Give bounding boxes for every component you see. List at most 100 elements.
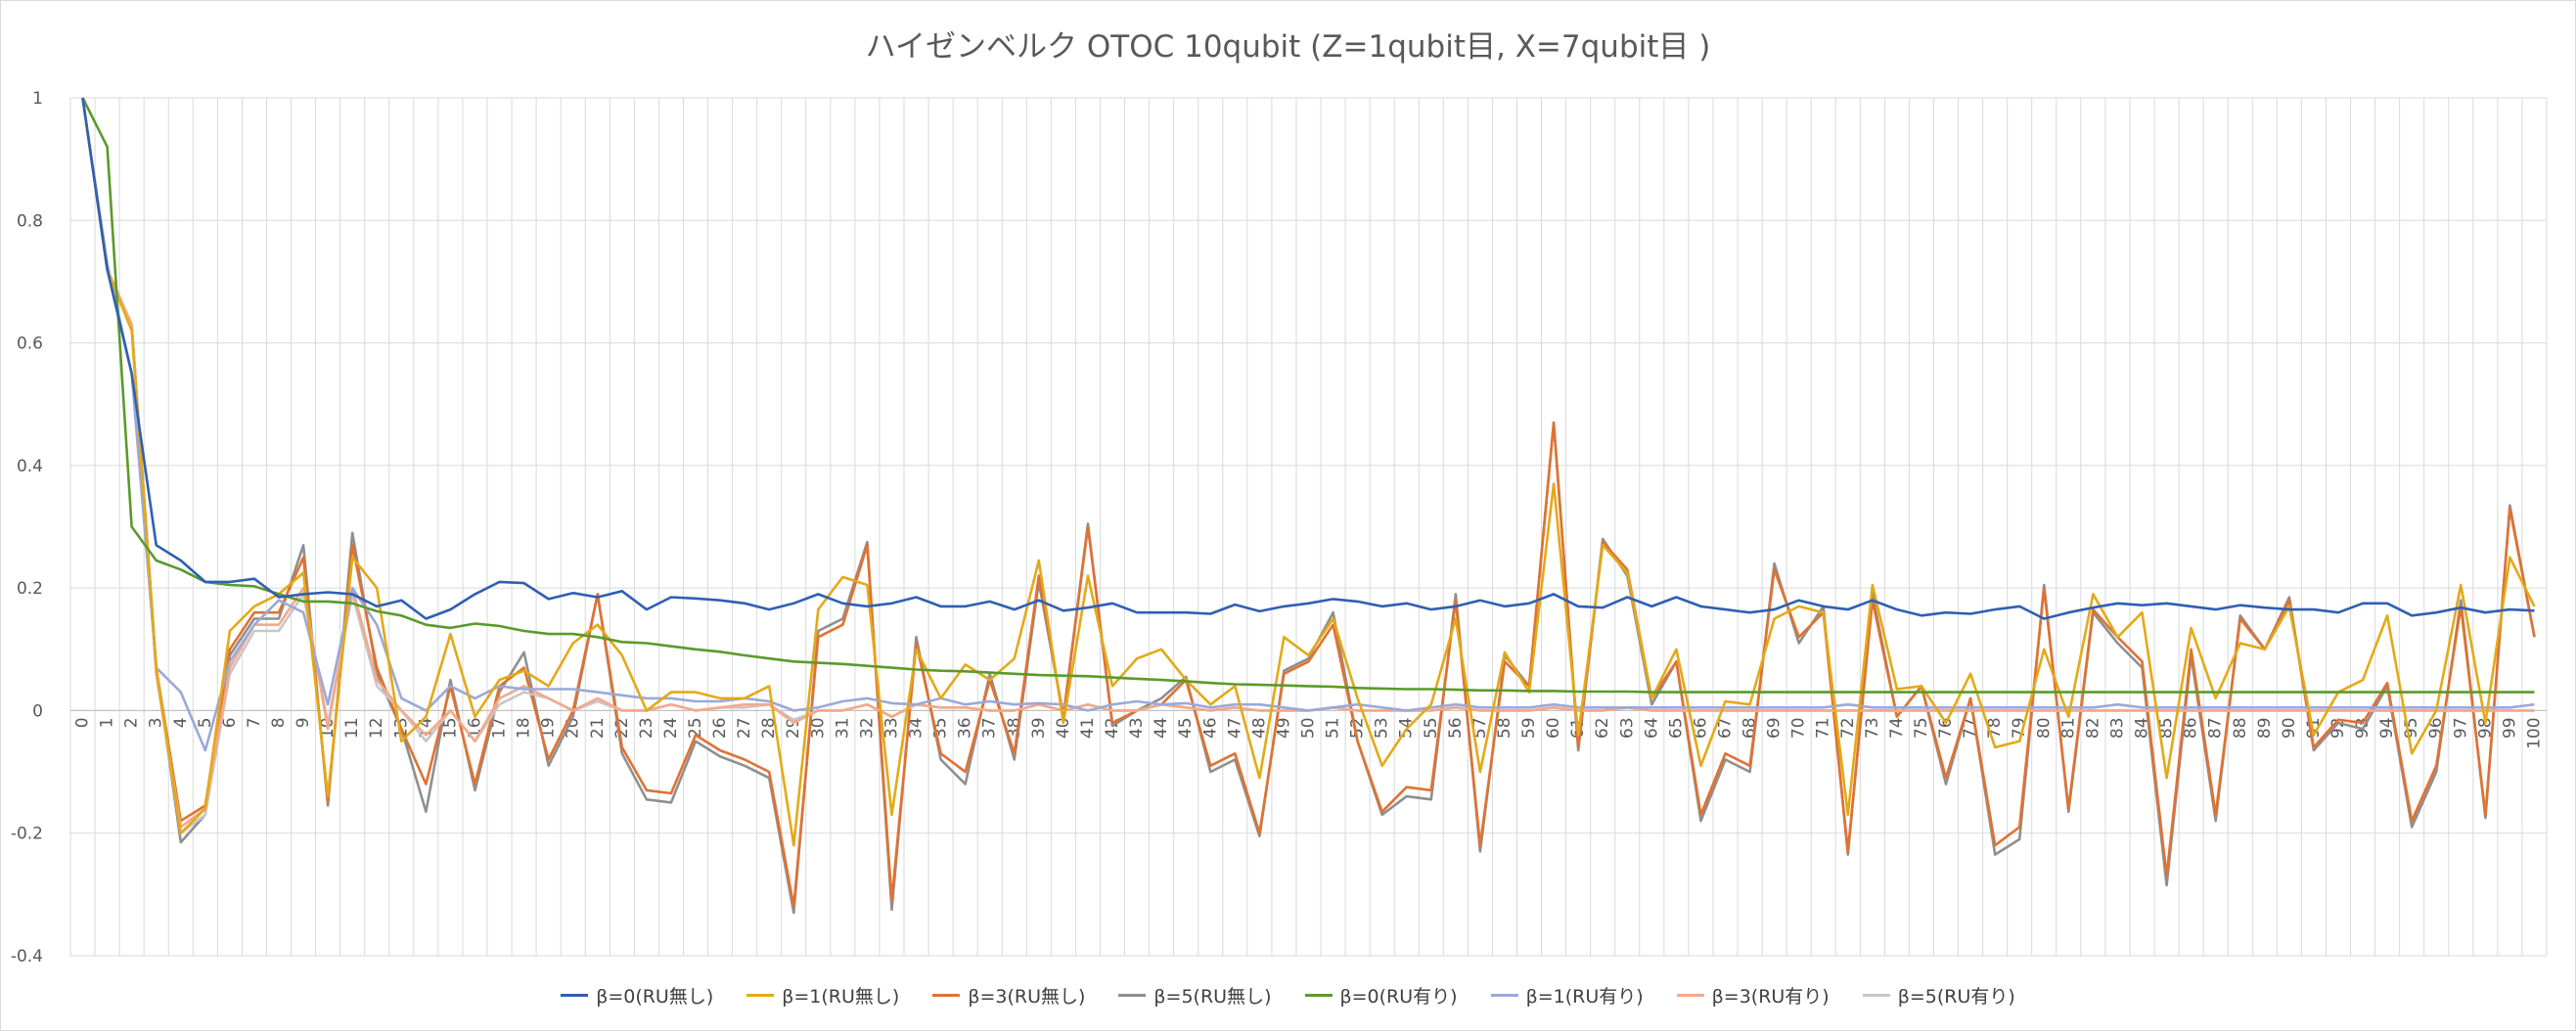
x-tick-label: 17 <box>490 717 510 739</box>
legend-swatch <box>1118 994 1147 997</box>
y-tick-label: 0.2 <box>17 579 43 599</box>
x-tick-label: 45 <box>1176 717 1196 739</box>
x-tick-label: 65 <box>1666 717 1686 739</box>
x-tick-label: 40 <box>1054 717 1073 739</box>
x-tick-label: 70 <box>1789 717 1809 739</box>
legend-label: β=5(RU無し) <box>1153 986 1272 1008</box>
legend-swatch <box>1304 994 1333 997</box>
x-tick-label: 67 <box>1716 717 1736 739</box>
legend-item: β=1(RU無し) <box>746 982 899 1009</box>
series-line <box>81 97 2536 847</box>
legend-swatch <box>1676 994 1704 997</box>
series-line <box>81 97 2535 620</box>
x-tick-label: 2 <box>122 717 142 728</box>
x-tick-label: 87 <box>2206 717 2226 739</box>
x-tick-label: 80 <box>2034 717 2054 739</box>
x-tick-label: 37 <box>980 717 1000 739</box>
x-tick-label: 89 <box>2255 717 2275 739</box>
legend-swatch <box>746 994 775 997</box>
x-tick-label: 44 <box>1152 717 1171 739</box>
x-tick-label: 53 <box>1373 717 1392 739</box>
x-tick-label: 69 <box>1765 717 1785 739</box>
legend-label: β=1(RU無し) <box>782 986 900 1008</box>
x-tick-label: 15 <box>440 717 460 739</box>
y-tick-label: 0.6 <box>17 335 43 354</box>
x-tick-label: 66 <box>1691 717 1710 739</box>
x-tick-label: 3 <box>147 717 166 728</box>
legend-item: β=0(RU無し) <box>561 982 713 1009</box>
x-tick-label: 34 <box>907 717 926 739</box>
x-tick-label: 39 <box>1029 717 1049 739</box>
x-tick-label: 55 <box>1422 717 1441 739</box>
gridlines <box>69 97 2548 957</box>
x-tick-label: 62 <box>1593 717 1612 739</box>
x-tick-label: 92 <box>2328 717 2348 739</box>
x-tick-label: 48 <box>1249 717 1269 739</box>
legend-item: β=5(RU無し) <box>1118 982 1272 1009</box>
x-tick-label: 72 <box>1838 717 1858 739</box>
x-tick-label: 94 <box>2377 717 2397 739</box>
legend: β=0(RU無し) β=1(RU無し) β=3(RU無し) β=5(RU無し) β=0(… <box>0 982 2576 1009</box>
x-tick-label: 47 <box>1225 717 1244 739</box>
x-tick-label: 50 <box>1299 717 1319 739</box>
x-tick-label: 79 <box>2010 717 2029 739</box>
x-tick-label: 27 <box>735 717 754 739</box>
x-tick-label: 86 <box>2182 717 2201 739</box>
x-tick-label: 58 <box>1495 717 1514 739</box>
y-tick-label: 0 <box>32 701 43 721</box>
chart-title: ハイゼンベルク OTOC 10qubit (Z=1qubit目, X=7qubi… <box>865 29 1711 65</box>
x-tick-label: 90 <box>2280 717 2299 739</box>
x-tick-label: 64 <box>1642 717 1661 739</box>
y-tick-label: 1 <box>32 89 43 109</box>
x-tick-label: 30 <box>808 717 828 739</box>
x-tick-label: 26 <box>710 717 730 739</box>
legend-label: β=0(RU有り) <box>1339 986 1458 1008</box>
legend-label: β=5(RU有り) <box>1897 986 2015 1008</box>
legend-swatch <box>561 994 589 997</box>
legend-label: β=3(RU有り) <box>1711 986 1830 1008</box>
x-tick-label: 100 <box>2524 717 2544 748</box>
legend-item: β=5(RU有り) <box>1862 982 2015 1009</box>
series-lines <box>81 97 2536 915</box>
y-tick-label: -0.2 <box>11 825 43 844</box>
x-tick-label: 76 <box>1936 717 1956 739</box>
x-tick-label: 36 <box>956 717 975 739</box>
x-tick-label: 98 <box>2475 717 2495 739</box>
x-tick-label: 6 <box>220 717 240 728</box>
x-tick-label: 1 <box>98 717 117 728</box>
x-tick-label: 71 <box>1814 717 1833 739</box>
x-tick-label: 18 <box>515 717 534 739</box>
x-tick-label: 24 <box>661 717 681 739</box>
y-axis: -0.4 -0.2 0 0.2 0.4 0.6 0.8 1 <box>11 89 43 966</box>
x-tick-label: 56 <box>1446 717 1466 739</box>
x-tick-label: 0 <box>73 717 93 728</box>
y-tick-label: -0.4 <box>11 947 43 966</box>
x-tick-label: 60 <box>1544 717 1563 739</box>
x-tick-label: 19 <box>539 717 559 739</box>
x-tick-label: 32 <box>857 717 877 739</box>
x-tick-label: 31 <box>833 717 852 739</box>
legend-swatch <box>932 994 961 997</box>
x-tick-label: 97 <box>2451 717 2470 739</box>
x-tick-label: 43 <box>1127 717 1147 739</box>
x-tick-label: 41 <box>1078 717 1098 739</box>
x-tick-label: 4 <box>171 717 191 728</box>
x-tick-label: 73 <box>1863 717 1882 739</box>
x-tick-label: 88 <box>2231 717 2250 739</box>
x-tick-label: 99 <box>2500 717 2519 739</box>
plot-area: -0.4-0.200.20.40.60.81 0 1 2 3 4 5 6 7 8 9 10 11 12 1… <box>11 89 2548 966</box>
x-tick-label: 29 <box>784 717 803 739</box>
x-tick-label: 49 <box>1274 717 1293 739</box>
x-axis: 0 1 2 3 4 5 6 7 8 9 10 11 12 13 14 15 16 17 18 19 20 21 22 23 24… <box>73 717 2545 748</box>
x-tick-label: 33 <box>881 717 901 739</box>
x-tick-label: 83 <box>2107 717 2127 739</box>
x-tick-label: 5 <box>196 717 215 728</box>
x-tick-label: 9 <box>294 717 313 728</box>
x-tick-label: 7 <box>245 717 264 728</box>
x-tick-label: 84 <box>2133 717 2152 739</box>
legend-swatch <box>1862 994 1890 997</box>
legend-swatch <box>1490 994 1518 997</box>
x-tick-label: 85 <box>2157 717 2177 739</box>
x-tick-label: 11 <box>342 717 362 739</box>
x-tick-label: 25 <box>686 717 705 739</box>
